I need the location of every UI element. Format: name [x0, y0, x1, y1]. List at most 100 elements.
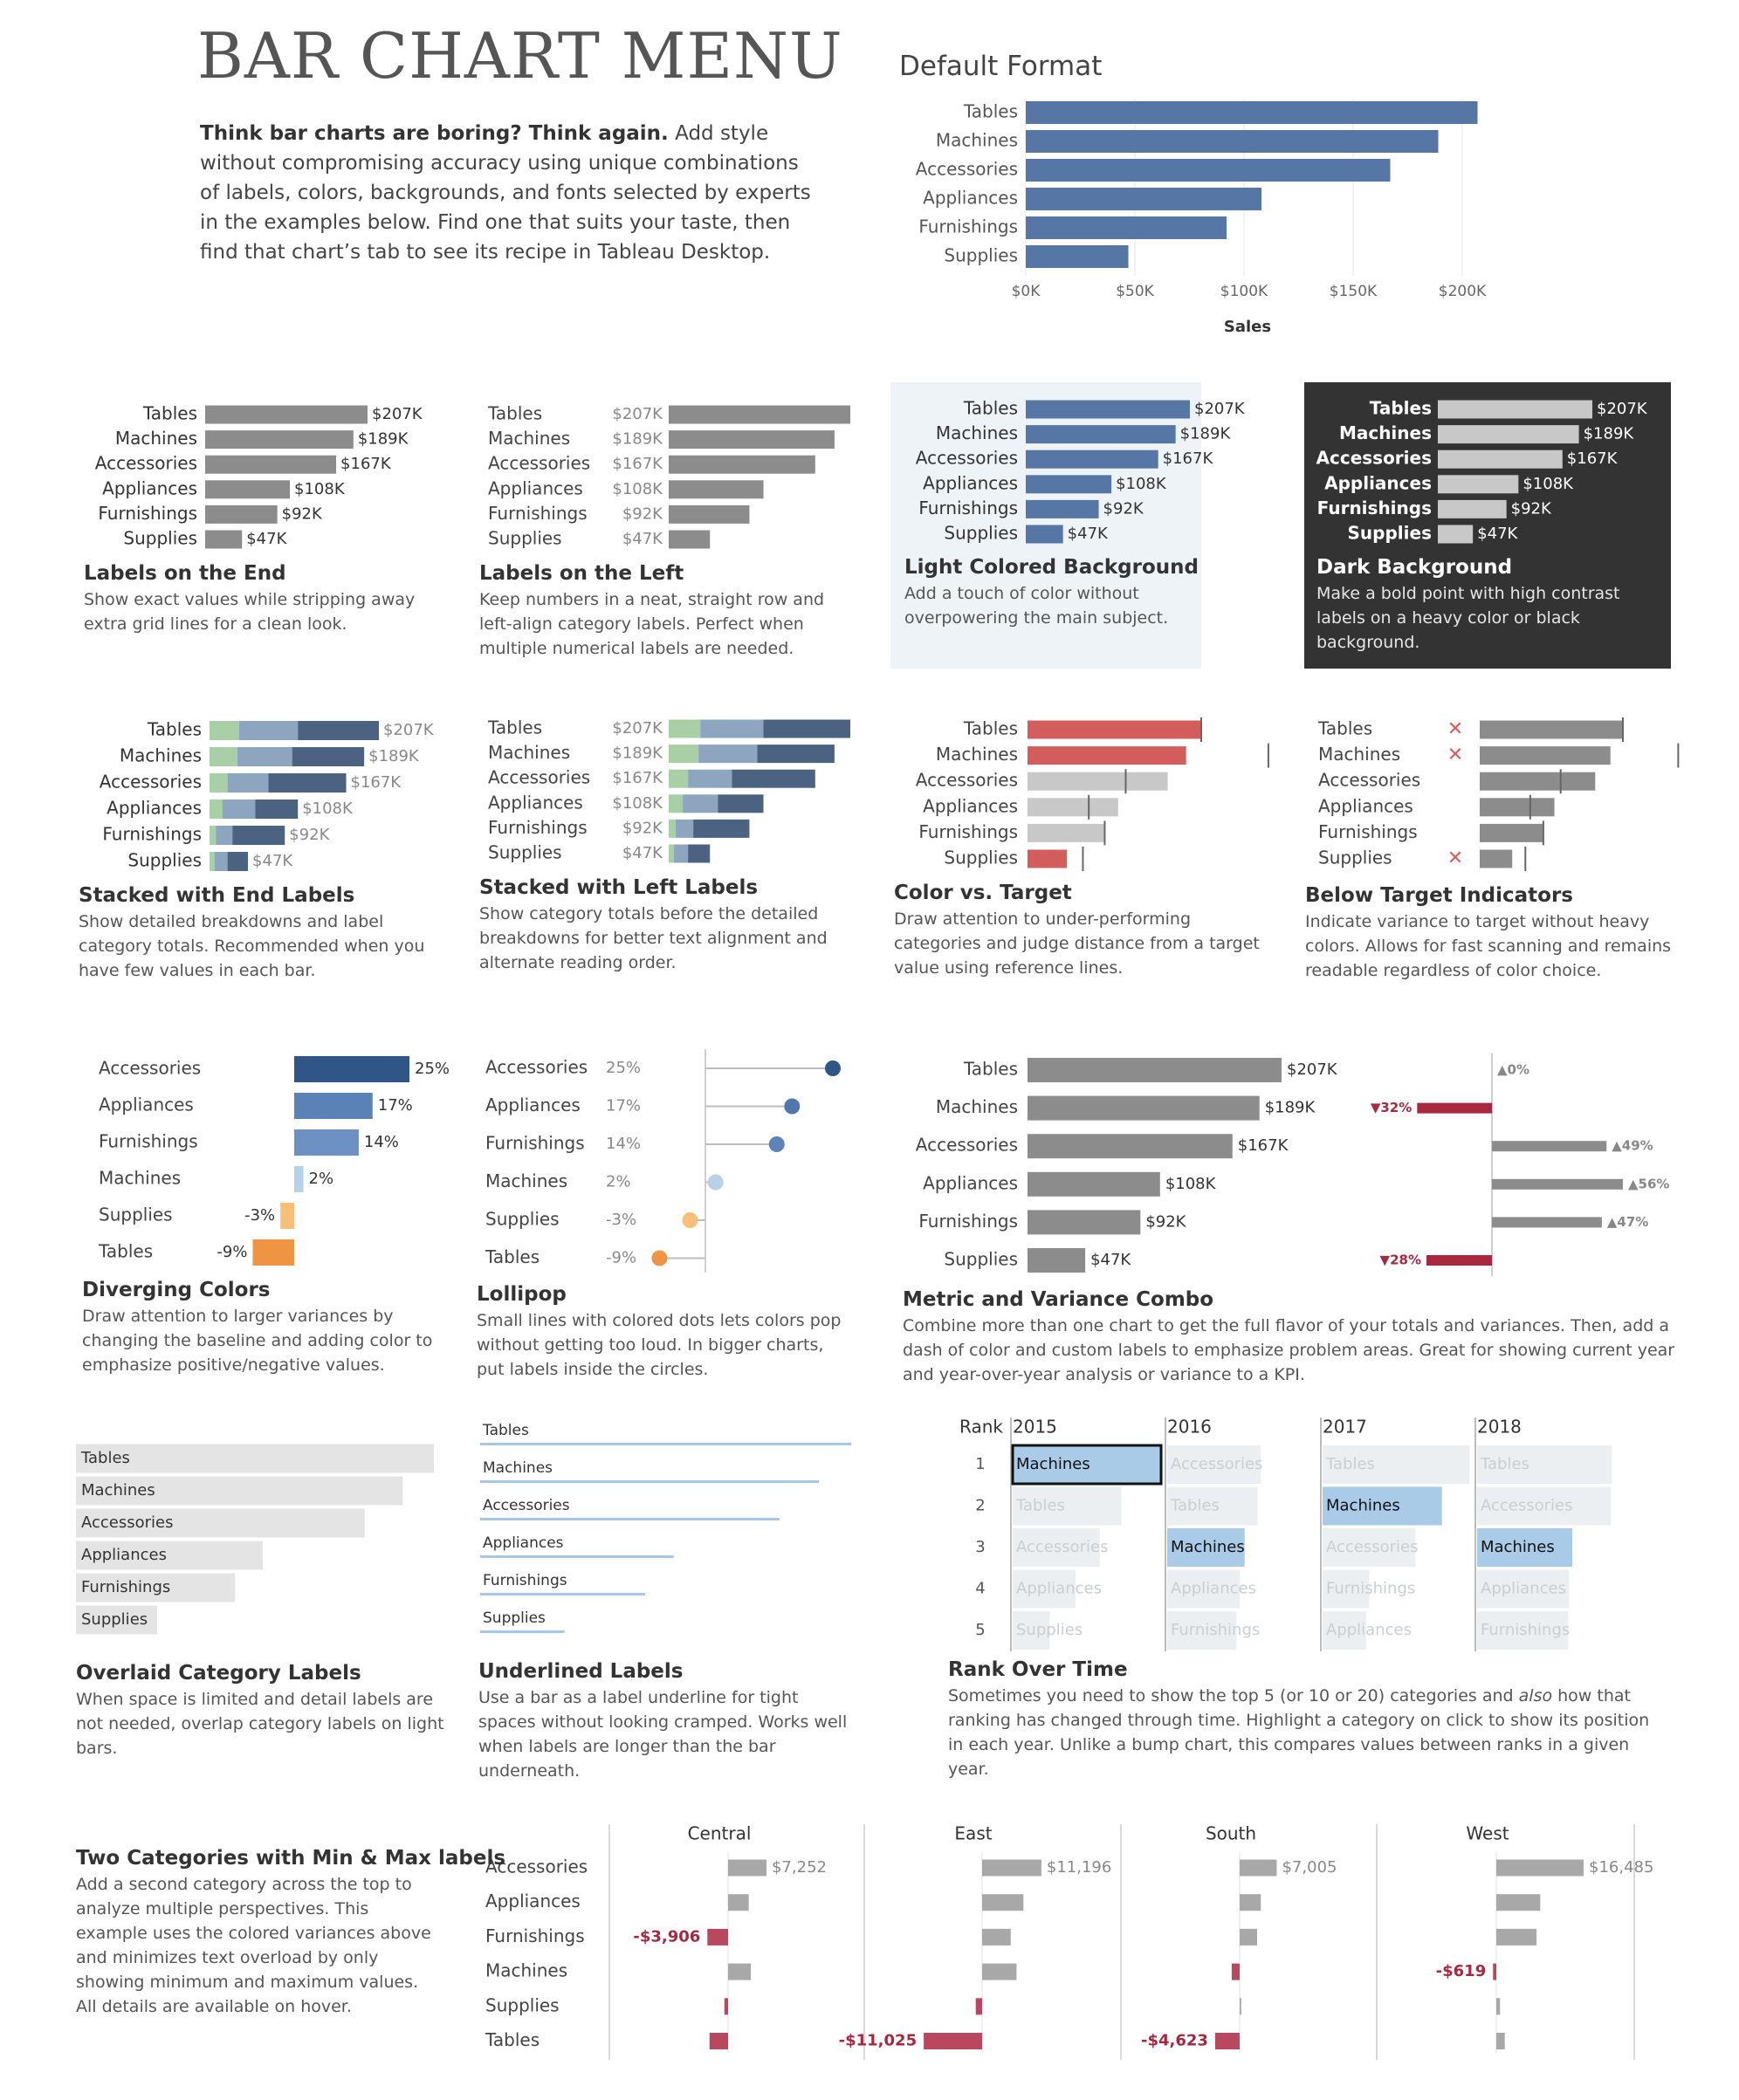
below-target-bar — [1480, 798, 1555, 817]
lollipop-value-label: -3% — [606, 1211, 636, 1229]
underlined-bar — [480, 1518, 780, 1520]
metric-bar — [1028, 1134, 1233, 1159]
stacked-end-segment — [237, 747, 292, 766]
variance-bar — [1492, 1141, 1607, 1152]
region-header: East — [954, 1823, 992, 1844]
stacked-left-segment — [669, 844, 675, 863]
dark-bg-bar — [1438, 425, 1579, 444]
rank-bar — [1323, 1445, 1470, 1484]
two-cat-bar — [1240, 1928, 1258, 1946]
rank-category-label: Appliances — [1016, 1580, 1102, 1598]
stacked-left-value-label: $189K — [612, 745, 663, 763]
lollipop-title: Lollipop — [477, 1283, 567, 1306]
dark-bg-bar — [1438, 475, 1519, 494]
rank-time-title: Rank Over Time — [948, 1658, 1128, 1681]
color-target-bar — [1028, 720, 1201, 739]
rank-bar — [1477, 1611, 1569, 1650]
default-x-tick-label: $100K — [1220, 283, 1268, 300]
underlined-category-label: Accessories — [483, 1497, 570, 1514]
below-target-bar — [1480, 746, 1611, 765]
diverging-title: Diverging Colors — [82, 1279, 271, 1301]
stacked-end-category-label: Furnishings — [102, 824, 202, 845]
stacked-left-segment — [718, 794, 764, 813]
stacked-end-value-label: $108K — [302, 800, 354, 818]
diverging-bar — [294, 1056, 409, 1082]
diverging-bar — [294, 1093, 373, 1119]
diverging-value-label: 17% — [378, 1096, 413, 1115]
stacked-end-segment — [216, 826, 233, 845]
stacked-left-category-label: Tables — [487, 717, 542, 738]
dark-bg-value-label: $167K — [1567, 450, 1619, 468]
stacked-left-segment — [674, 844, 689, 863]
color-target-category-label: Tables — [963, 718, 1018, 739]
default-x-tick-label: $50K — [1116, 283, 1154, 300]
labels-left-value-label: $189K — [612, 430, 663, 449]
light-bg-category-label: Machines — [936, 422, 1018, 443]
labels-left-bar — [669, 530, 711, 549]
metric-category-label: Machines — [936, 1096, 1018, 1117]
diverging-category-label: Supplies — [99, 1204, 173, 1225]
light-bg-value-label: $92K — [1103, 499, 1144, 518]
stacked-left-category-label: Supplies — [488, 842, 562, 863]
color-target-category-label: Appliances — [923, 795, 1018, 816]
stacked-left-segment — [763, 719, 850, 738]
two-cat-bar — [1240, 1859, 1277, 1877]
rank-number: 3 — [975, 1538, 985, 1556]
default-bar — [1026, 159, 1391, 182]
diverging-category-label: Appliances — [99, 1095, 194, 1115]
rank-category-label: Appliances — [1326, 1621, 1412, 1639]
default-x-tick-label: $0K — [1012, 283, 1041, 300]
overlaid-desc: When space is limited and detail labels … — [76, 1690, 444, 1758]
labels-end-title: Labels on the End — [84, 562, 286, 585]
rank-category-label: Tables — [1325, 1455, 1375, 1473]
overlaid-category-label: Machines — [81, 1481, 155, 1500]
labels-left-category-label: Appliances — [488, 477, 583, 498]
stacked-end-value-label: $207K — [383, 721, 435, 739]
rank-bar — [1013, 1486, 1122, 1526]
below-target-category-label: Furnishings — [1318, 821, 1418, 842]
rank-category-label: Appliances — [1481, 1580, 1566, 1598]
labels-left-value-label: $47K — [622, 530, 663, 548]
below-target-title: Below Target Indicators — [1305, 884, 1573, 907]
stacked-left-title: Stacked with Left Labels — [479, 876, 759, 899]
light-bg-title: Light Colored Background — [904, 556, 1199, 579]
overlaid-category-label: Supplies — [81, 1610, 148, 1629]
dark-bg-category-label: Tables — [1370, 398, 1432, 419]
rank-bar — [1323, 1528, 1416, 1567]
lollipop-category-label: Supplies — [485, 1209, 560, 1230]
two-cat-bar — [1496, 2033, 1505, 2049]
default-category-label: Machines — [936, 130, 1018, 151]
two-cat-bar — [982, 1894, 1024, 1911]
rank-year-header: 2017 — [1323, 1417, 1367, 1438]
stacked-end-segment — [232, 826, 285, 845]
lollipop-value-label: 25% — [606, 1059, 641, 1077]
dark-bg-category-label: Accessories — [1316, 448, 1433, 469]
stacked-end-segment — [227, 773, 269, 793]
overlaid-bar — [76, 1508, 365, 1538]
rank-category-label: Supplies — [1016, 1621, 1083, 1639]
stacked-end-category-label: Accessories — [100, 772, 202, 793]
lollipop-dot — [784, 1098, 801, 1115]
overlaid-title: Overlaid Category Labels — [76, 1662, 361, 1685]
underlined-title: Underlined Labels — [478, 1660, 684, 1683]
labels-end-value-label: $47K — [246, 530, 287, 548]
diverging-value-label: 2% — [309, 1170, 334, 1188]
two-cat-category-label: Tables — [485, 2029, 540, 2050]
metric-category-label: Appliances — [923, 1172, 1018, 1193]
diverging-bar — [280, 1203, 294, 1229]
rank-category-label: Furnishings — [1481, 1621, 1570, 1639]
underlined-bar — [480, 1630, 565, 1633]
variance-label: ▼28% — [1380, 1252, 1421, 1268]
color-target-title: Color vs. Target — [894, 882, 1072, 904]
stacked-end-segment — [210, 721, 239, 740]
labels-left-value-label: $207K — [612, 405, 663, 423]
rank-time-desc-b: how that ranking has changed through tim… — [948, 1686, 1650, 1779]
color-target-bar — [1028, 746, 1186, 765]
page-title: BAR CHART MENU — [197, 19, 843, 93]
labels-end-category-label: Tables — [142, 403, 197, 424]
variance-label: ▼32% — [1371, 1100, 1412, 1115]
stacked-left-category-label: Appliances — [488, 792, 583, 813]
rank-year-header: 2016 — [1167, 1417, 1212, 1438]
labels-end-category-label: Furnishings — [98, 503, 197, 524]
stacked-left-value-label: $207K — [612, 719, 663, 738]
